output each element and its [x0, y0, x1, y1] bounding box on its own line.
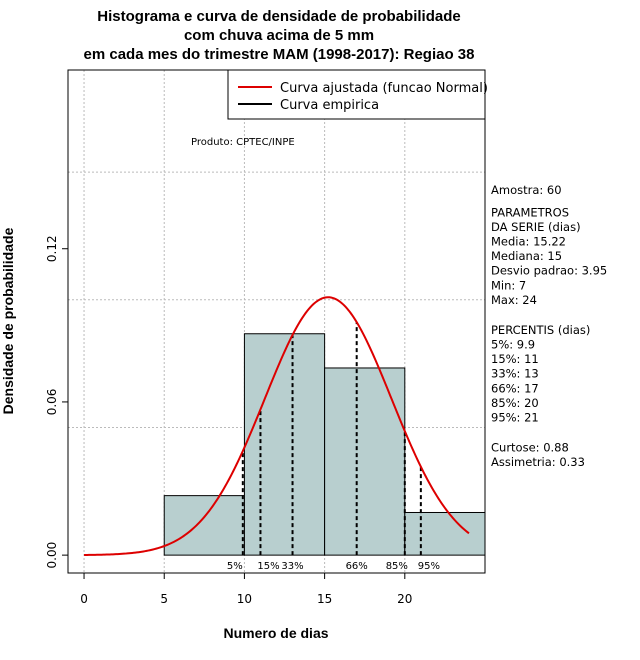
chart-title: Histograma e curva de densidade de proba…	[84, 8, 475, 63]
histogram-bar-2	[243, 333, 326, 556]
axes: 0 5 10 15 20 0.00 0.06 0.12 Numero de dias Densid…	[0, 227, 412, 641]
stat-line: Media: 15.22	[491, 235, 566, 249]
annotations: Produto: CPTEC/INPE	[191, 137, 295, 148]
title-line-2: com chuva acima de 5 mm	[184, 27, 374, 44]
y-tick-label: 0.00	[45, 542, 59, 569]
normal-curve	[84, 296, 470, 556]
y-tick-label: 0.06	[45, 389, 59, 416]
stat-line: Assimetria: 0.33	[491, 455, 585, 469]
percentile-lines: 5% 15% 33% 66% 85% 95%	[227, 322, 440, 572]
x-tick-label: 20	[397, 592, 412, 606]
stat-line: 85%: 20	[491, 396, 539, 410]
stat-line: PARAMETROS	[491, 205, 569, 219]
x-axis-title: Numero de dias	[223, 625, 328, 641]
normal-curve-line	[84, 296, 470, 556]
percentile-label-5%: 5%	[227, 561, 243, 572]
stat-line: 15%: 11	[491, 352, 539, 366]
percentile-label-33%: 33%	[281, 561, 303, 572]
stat-line: Amostra: 60	[491, 183, 562, 197]
percentile-label-85%: 85%	[386, 561, 408, 572]
histogram-bar-3	[324, 367, 406, 556]
stat-line: DA SERIE (dias)	[491, 220, 581, 234]
stat-line: Mediana: 15	[491, 249, 562, 263]
x-tick-label: 10	[237, 592, 252, 606]
product-note: Produto: CPTEC/INPE	[191, 137, 295, 148]
stat-line: 5%: 9.9	[491, 338, 535, 352]
stat-line: 33%: 13	[491, 367, 539, 381]
legend-label-2: Curva empirica	[280, 98, 379, 113]
histogram-bar-1	[163, 495, 245, 556]
title-line-1: Histograma e curva de densidade de proba…	[97, 8, 460, 25]
y-tick-label: 0.12	[45, 235, 59, 262]
stat-line: Desvio padrao: 3.95	[491, 264, 607, 278]
histogram-bars	[163, 333, 486, 556]
percentile-label-66%: 66%	[346, 561, 368, 572]
legend-box	[227, 69, 486, 120]
x-tick-label: 15	[317, 592, 332, 606]
percentile-label-95%: 95%	[418, 561, 440, 572]
y-axis-title: Densidade de probabilidade	[0, 227, 16, 414]
title-line-3: em cada mes do trimestre MAM (1998-2017)…	[84, 46, 475, 63]
percentile-label-15%: 15%	[257, 561, 279, 572]
stat-line: 66%: 17	[491, 381, 539, 395]
stat-line: 95%: 21	[491, 411, 539, 425]
stat-line: Max: 24	[491, 293, 537, 307]
legend-label-1: Curva ajustada (funcao Normal)	[280, 81, 488, 96]
x-tick-label: 5	[160, 592, 168, 606]
histogram-bar-4	[404, 511, 486, 556]
x-tick-label: 0	[80, 592, 88, 606]
legend: Curva ajustada (funcao Normal) Curva empi…	[227, 69, 488, 120]
stat-line: Min: 7	[491, 278, 526, 292]
stat-line: Curtose: 0.88	[491, 441, 569, 455]
stat-line: PERCENTIS (dias)	[491, 323, 590, 337]
